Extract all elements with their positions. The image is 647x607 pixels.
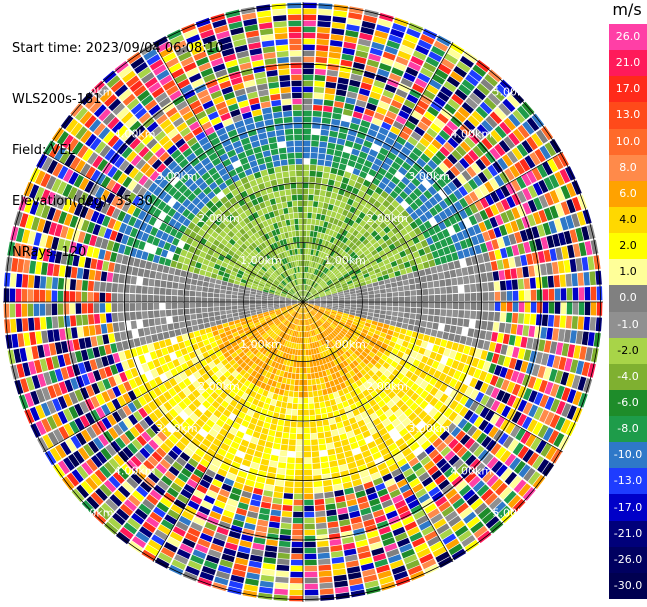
colorbar-tick-label: -21.0 (613, 526, 643, 540)
azimuth-spoke (302, 301, 563, 453)
colorbar-tick-label: -30.0 (613, 578, 643, 592)
azimuth-spoke (152, 301, 304, 562)
colorbar-segment (609, 50, 647, 77)
ring-label: 3.00km (408, 422, 450, 435)
colorbar-tick-label: -1.0 (617, 317, 639, 331)
colorbar-tick-label: -8.0 (617, 422, 639, 436)
ring-label: 1.00km (240, 338, 282, 351)
azimuth-spoke (302, 42, 454, 303)
instrument-label: WLS200s-181 (12, 92, 102, 107)
colorbar-segment (609, 311, 647, 339)
ring-label: 2.00km (366, 212, 408, 225)
colorbar-segment (609, 259, 647, 286)
colorbar-tick-label: -6.0 (617, 395, 639, 409)
colorbar-segment (609, 572, 647, 600)
azimuth-spoke (152, 42, 304, 303)
colorbar-segment (609, 520, 647, 548)
ring-label: 5.00km (72, 506, 114, 519)
scan-metadata: Start time: 2023/09/04 06:08:10 WLS200s-… (12, 6, 223, 278)
nrays-label: NRays: 120 (12, 245, 87, 260)
ring-label: 3.00km (156, 422, 198, 435)
colorbar-tick-label: 8.0 (619, 160, 637, 174)
colorbar-segment (609, 102, 647, 130)
ring-label: 4.00km (114, 464, 156, 477)
colorbar-tick-label: 1.0 (619, 265, 637, 279)
colorbar-segment (609, 285, 647, 312)
ring-label: 1.00km (324, 254, 366, 267)
range-rings (3, 2, 603, 602)
colorbar-segment (609, 416, 647, 443)
colorbar-segment (609, 24, 647, 51)
velocity-colorbar: m/s 26.0 21.0 17.0 13.0 10.0 8.0 6.0 4.0 2.0 1.0 0… (607, 0, 647, 607)
elevation-label: Elevation(deg): 35.30 (12, 194, 153, 209)
ring-label: 4.00km (114, 128, 156, 141)
colorbar-segment (609, 337, 647, 365)
colorbar-segment (609, 494, 647, 522)
colorbar-segments: 26.0 21.0 17.0 13.0 10.0 8.0 6.0 4.0 2.0 1.0 0.0 -1… (609, 24, 647, 600)
colorbar-segment (609, 389, 647, 417)
ring-label: 2.00km (198, 380, 240, 393)
ring-label: 2.00km (198, 212, 240, 225)
field-label: Field: VEL (12, 143, 75, 158)
colorbar-tick-label: 13.0 (615, 108, 641, 122)
colorbar-segment (609, 546, 647, 574)
colorbar-segment (609, 76, 647, 103)
azimuth-spoke (43, 301, 304, 453)
colorbar-segment (609, 206, 647, 234)
azimuth-spoke (302, 151, 563, 303)
colorbar-unit: m/s (612, 0, 642, 19)
colorbar-tick-label: 21.0 (615, 56, 641, 70)
colorbar-segment (609, 154, 647, 182)
colorbar-tick-label: 26.0 (615, 30, 641, 44)
ring-labels: 1.00km 1.00km 1.00km 1.00km 2.00km 2.00km 2.00… (72, 86, 534, 520)
azimuth-spoke (302, 301, 454, 562)
ring-label: 5.00km (493, 506, 535, 519)
colorbar-segment (609, 128, 647, 156)
colorbar-tick-label: 17.0 (615, 82, 641, 96)
start-time-label: Start time: 2023/09/04 06:08:10 (12, 41, 224, 56)
colorbar-segment (609, 363, 647, 391)
colorbar-tick-label: 0.0 (619, 291, 637, 305)
colorbar-segment (609, 233, 647, 260)
colorbar-tick-label: -13.0 (613, 474, 643, 488)
azimuth-spoke (43, 151, 304, 303)
ring-label: 5.00km (72, 86, 114, 99)
ring-label: 2.00km (366, 380, 408, 393)
ring-label: 1.00km (324, 338, 366, 351)
ring-label: 3.00km (156, 170, 198, 183)
colorbar-tick-label: 4.0 (619, 213, 637, 227)
colorbar-tick-label: -4.0 (617, 369, 639, 383)
colorbar-tick-label: -2.0 (617, 343, 639, 357)
colorbar-tick-label: -26.0 (613, 552, 643, 566)
colorbar-tick-label: 2.0 (619, 239, 637, 253)
ring-label: 5.00km (493, 86, 535, 99)
colorbar-tick-label: -17.0 (613, 500, 643, 514)
colorbar-tick-label: 6.0 (619, 186, 637, 200)
colorbar-tick-label: 10.0 (615, 134, 641, 148)
ring-label: 1.00km (240, 254, 282, 267)
radar-ppi-plot: 1.00km 1.00km 1.00km 1.00km 2.00km 2.00km 2.00… (3, 2, 603, 602)
colorbar-segment (609, 442, 647, 469)
ring-label: 3.00km (408, 170, 450, 183)
colorbar-tick-label: -10.0 (613, 448, 643, 462)
ring-label: 4.00km (451, 128, 493, 141)
ring-label: 4.00km (451, 464, 493, 477)
colorbar-segment (609, 180, 647, 208)
colorbar-segment (609, 468, 647, 495)
